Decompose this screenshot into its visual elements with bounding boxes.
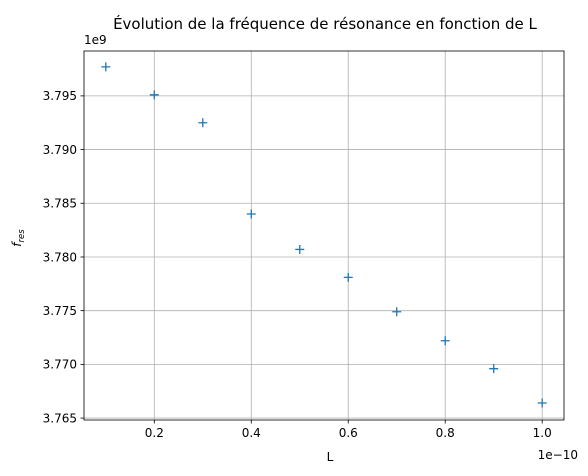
data-point <box>246 209 256 219</box>
y-axis-label: fres <box>10 229 27 247</box>
data-point <box>198 118 208 128</box>
x-offset-label: 1e−10 <box>538 448 578 462</box>
data-point <box>295 244 305 254</box>
data-point <box>149 90 159 100</box>
x-tick-label: 0.2 <box>145 426 164 440</box>
x-tick-label: 0.6 <box>339 426 358 440</box>
y-axis: 3.765 3.770 3.775 3.780 3.785 3.790 3.795 <box>43 89 84 425</box>
y-tick-label: 3.770 <box>43 358 77 372</box>
plot-area-frame <box>83 50 565 421</box>
data-point <box>537 398 547 408</box>
data-point <box>343 272 353 282</box>
data-point <box>440 336 450 346</box>
y-tick-label: 3.795 <box>43 89 77 103</box>
x-axis-label: L <box>327 450 334 464</box>
y-axis-label-subscript: res <box>17 229 27 243</box>
x-tick-label: 0.8 <box>436 426 455 440</box>
y-offset-label: 1e9 <box>84 33 107 47</box>
x-tick-label: 1.0 <box>533 426 552 440</box>
x-tick-label: 0.4 <box>242 426 261 440</box>
data-points <box>101 62 547 408</box>
chart-title: Évolution de la fréquence de résonance e… <box>113 14 537 33</box>
y-tick-label: 3.780 <box>43 250 77 264</box>
data-point <box>101 62 111 72</box>
y-tick-label: 3.785 <box>43 197 77 211</box>
x-axis: 0.2 0.4 0.6 0.8 1.0 <box>145 420 552 440</box>
y-tick-label: 3.775 <box>43 304 77 318</box>
y-tick-label: 3.790 <box>43 143 77 157</box>
grid <box>84 51 564 420</box>
data-point <box>392 307 402 317</box>
y-axis-label-main: f <box>10 241 24 247</box>
y-tick-label: 3.765 <box>43 411 77 425</box>
data-point <box>489 364 499 374</box>
